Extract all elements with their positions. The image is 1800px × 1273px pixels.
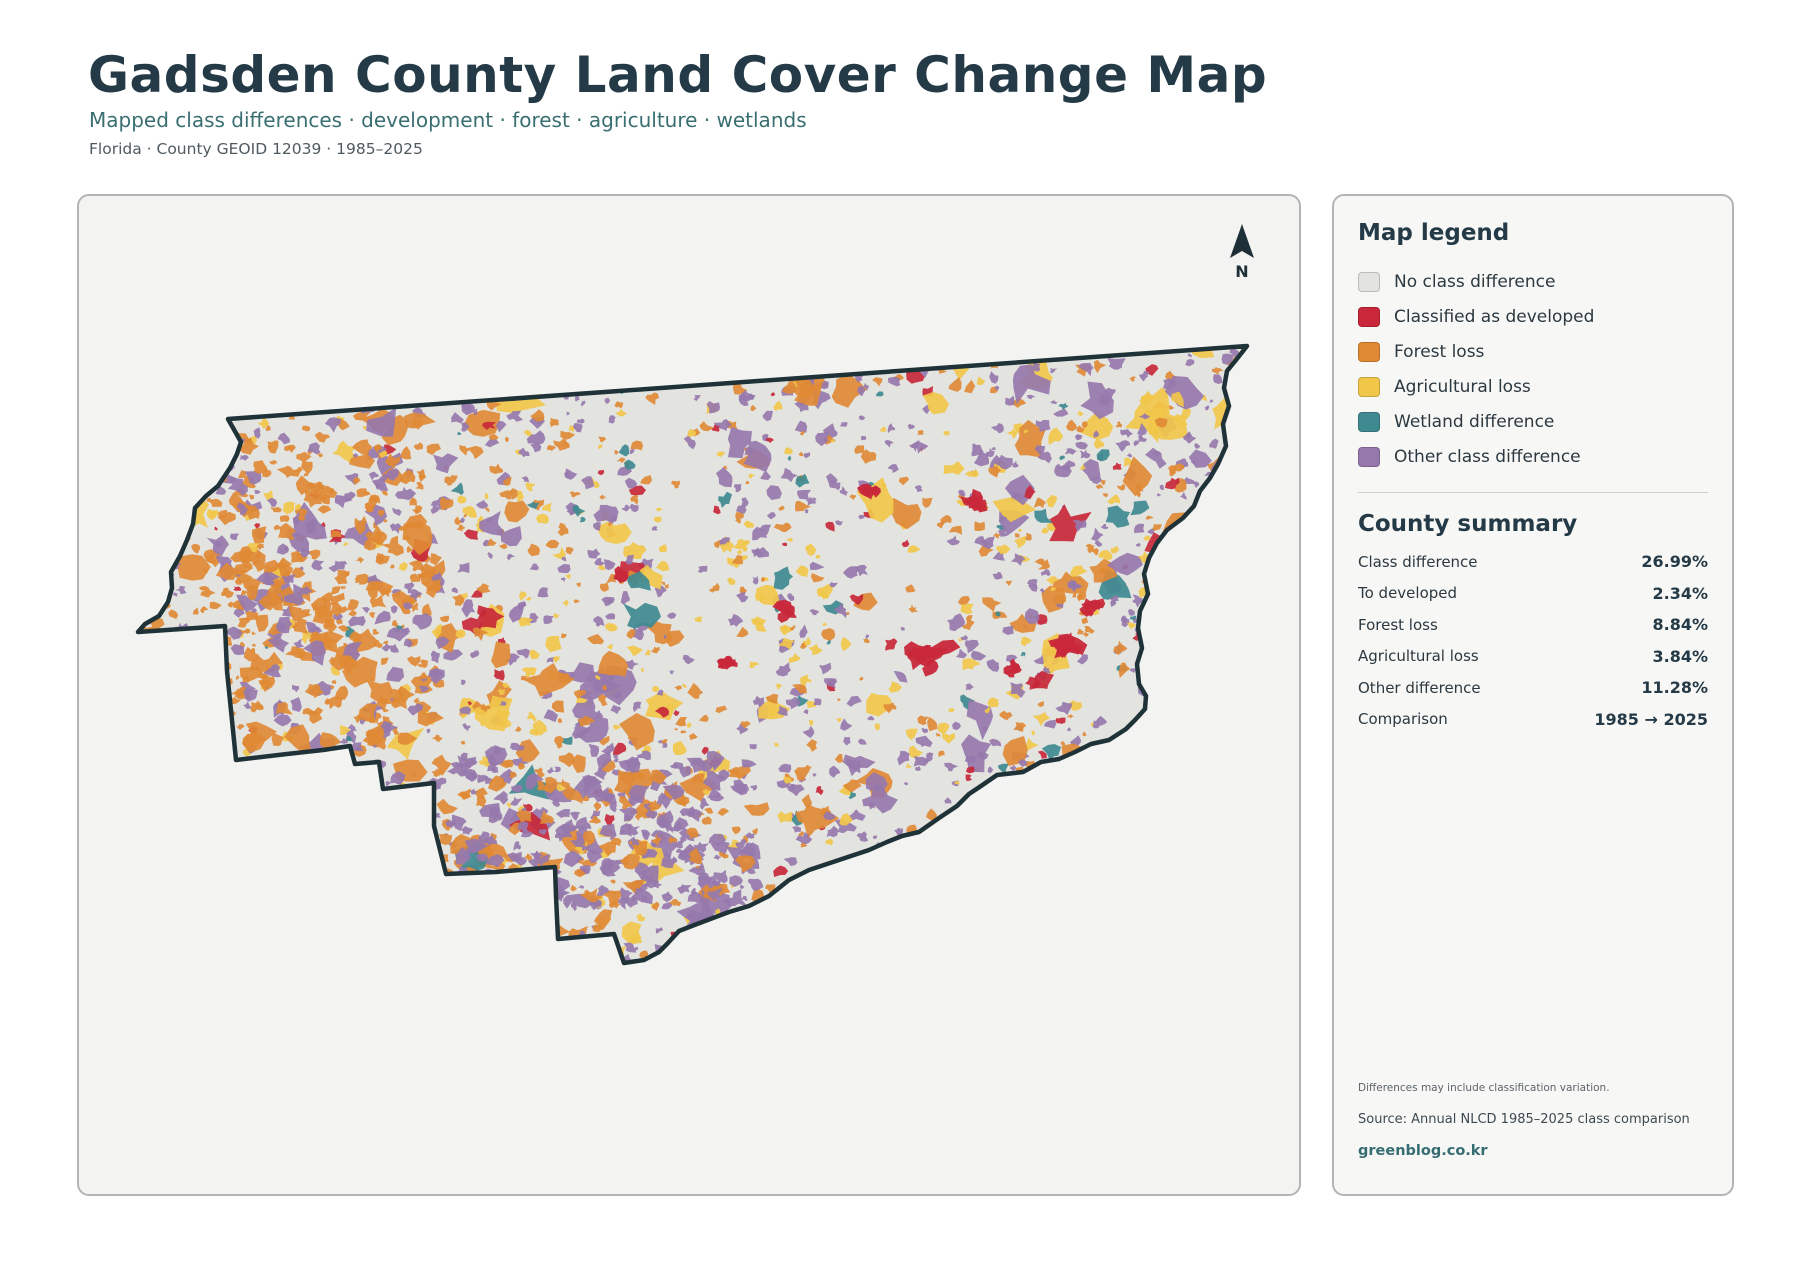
summary-label: Other difference (1358, 678, 1481, 697)
summary-label: To developed (1358, 584, 1458, 603)
county-boundary (135, 343, 1250, 966)
legend-title: Map legend (1358, 220, 1510, 246)
page-title: Gadsden County Land Cover Change Map (88, 46, 1268, 104)
summary-row: Agricultural loss 3.84% (1358, 641, 1708, 673)
summary-row: Class difference 26.99% (1358, 546, 1708, 578)
legend-item-wetland-difference: Wetland difference (1358, 404, 1594, 439)
summary-label: Agricultural loss (1358, 647, 1479, 666)
legend-swatch (1358, 341, 1380, 362)
classification-note: Differences may include classification v… (1358, 1082, 1610, 1094)
summary-value: 2.34% (1652, 583, 1708, 603)
summary-label: Forest loss (1358, 615, 1438, 634)
legend-label: Forest loss (1394, 341, 1485, 362)
legend-swatch (1358, 411, 1380, 432)
legend-list: No class difference Classified as develo… (1358, 264, 1594, 474)
legend-item-other-difference: Other class difference (1358, 439, 1594, 474)
legend-panel: Map legend No class difference Classifie… (1332, 194, 1734, 1196)
summary-value: 1985 → 2025 (1594, 709, 1708, 729)
county-summary: Class difference 26.99% To developed 2.3… (1358, 546, 1708, 735)
summary-label: Class difference (1358, 552, 1478, 571)
legend-item-forest-loss: Forest loss (1358, 334, 1594, 369)
summary-value: 3.84% (1652, 646, 1708, 666)
summary-row: Forest loss 8.84% (1358, 609, 1708, 641)
legend-label: Other class difference (1394, 446, 1581, 467)
summary-row: Comparison 1985 → 2025 (1358, 704, 1708, 736)
brand-credit: greenblog.co.kr (1358, 1143, 1488, 1159)
legend-label: No class difference (1394, 271, 1556, 292)
legend-swatch (1358, 306, 1380, 327)
summary-value: 11.28% (1641, 678, 1708, 698)
legend-item-no-difference: No class difference (1358, 264, 1594, 299)
legend-swatch (1358, 446, 1380, 467)
legend-label: Agricultural loss (1394, 376, 1531, 397)
legend-swatch (1358, 271, 1380, 292)
north-arrow-icon (1230, 224, 1254, 258)
summary-value: 8.84% (1652, 615, 1708, 635)
legend-divider (1358, 492, 1708, 493)
page-meta: Florida · County GEOID 12039 · 1985–2025 (89, 140, 423, 158)
legend-item-agricultural-loss: Agricultural loss (1358, 369, 1594, 404)
summary-value: 26.99% (1641, 552, 1708, 572)
legend-item-developed: Classified as developed (1358, 299, 1594, 334)
summary-label: Comparison (1358, 710, 1448, 729)
map-panel[interactable]: N (77, 194, 1301, 1196)
page-subtitle: Mapped class differences · development ·… (89, 108, 807, 132)
north-arrow: N (1228, 224, 1256, 281)
legend-label: Wetland difference (1394, 411, 1555, 432)
north-label: N (1235, 262, 1249, 281)
summary-row: Other difference 11.28% (1358, 672, 1708, 704)
legend-label: Classified as developed (1394, 306, 1595, 327)
legend-swatch (1358, 376, 1380, 397)
summary-row: To developed 2.34% (1358, 578, 1708, 610)
data-source: Source: Annual NLCD 1985–2025 class comp… (1358, 1112, 1690, 1127)
county-map[interactable] (79, 196, 1299, 1194)
summary-title: County summary (1358, 511, 1578, 537)
